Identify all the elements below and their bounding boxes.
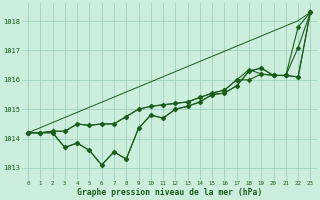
X-axis label: Graphe pression niveau de la mer (hPa): Graphe pression niveau de la mer (hPa)	[76, 188, 262, 197]
